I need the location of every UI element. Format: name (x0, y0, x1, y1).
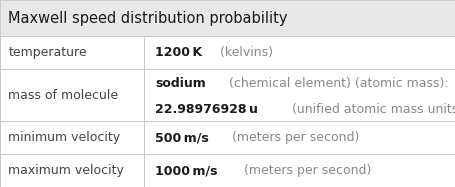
Bar (0, 69, 455, 121)
Text: minimum velocity: minimum velocity (8, 131, 120, 144)
Text: 1000 m/s: 1000 m/s (155, 164, 217, 177)
Text: (kelvins): (kelvins) (215, 46, 272, 59)
Bar (0, 121, 455, 154)
Text: sodium: sodium (155, 77, 205, 90)
Text: maximum velocity: maximum velocity (8, 164, 124, 177)
Text: mass of molecule: mass of molecule (8, 89, 118, 102)
Text: 500 m/s: 500 m/s (155, 131, 208, 144)
Text: (chemical element) (atomic mass):: (chemical element) (atomic mass): (220, 77, 447, 90)
Text: (unified atomic mass units): (unified atomic mass units) (287, 103, 455, 116)
Bar (0, 154, 455, 187)
Text: temperature: temperature (8, 46, 86, 59)
Text: 22.98976928 u: 22.98976928 u (155, 103, 258, 116)
Text: (meters per second): (meters per second) (235, 164, 370, 177)
Text: (meters per second): (meters per second) (224, 131, 359, 144)
Text: Maxwell speed distribution probability: Maxwell speed distribution probability (8, 11, 287, 26)
Bar (0, 36, 455, 69)
Text: 1200 K: 1200 K (155, 46, 202, 59)
Bar (0, 0, 455, 36)
